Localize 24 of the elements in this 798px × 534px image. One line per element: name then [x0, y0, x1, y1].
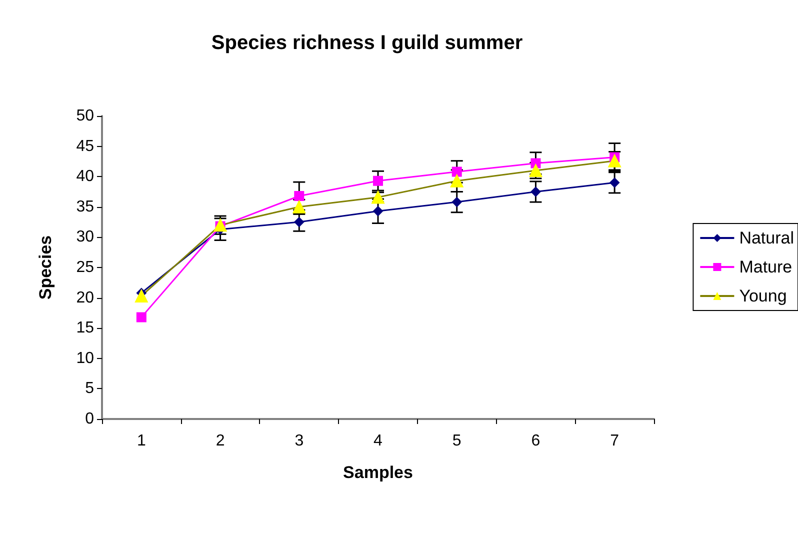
y-tick-label: 10: [76, 350, 94, 367]
x-axis-title: Samples: [343, 463, 413, 482]
x-tick-label: 7: [610, 432, 620, 450]
y-tick-label: 50: [76, 108, 94, 124]
x-tick-label: 3: [294, 432, 304, 450]
legend-label: Natural: [739, 228, 794, 248]
x-tick-label: 2: [216, 432, 225, 450]
y-tick-label: 20: [76, 289, 94, 306]
y-tick-label: 25: [76, 259, 94, 276]
y-tick-label: 45: [76, 138, 94, 155]
legend-label: Young: [739, 286, 787, 306]
y-tick-label: 15: [76, 320, 94, 337]
x-tick-label: 6: [531, 432, 540, 450]
chart-title: Species richness I guild summer: [211, 32, 523, 54]
legend-label: Mature: [739, 258, 792, 276]
y-tick-label: 40: [76, 168, 94, 186]
y-tick-label: 35: [76, 198, 94, 216]
y-tick-label: 0: [85, 410, 94, 428]
y-tick-label: 30: [76, 228, 94, 246]
x-tick-label: 4: [374, 432, 383, 450]
y-axis-title: Species: [36, 235, 55, 300]
y-tick-label: 5: [85, 380, 94, 398]
x-tick-label: 1: [136, 432, 146, 450]
x-tick-label: 5: [452, 432, 462, 450]
